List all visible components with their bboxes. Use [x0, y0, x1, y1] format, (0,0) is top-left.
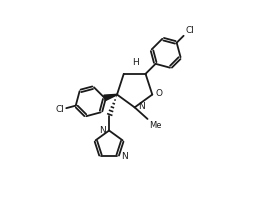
Text: N: N	[138, 102, 145, 111]
Text: N: N	[99, 126, 105, 135]
Text: H: H	[132, 58, 139, 67]
Text: Me: Me	[149, 121, 161, 130]
Text: Cl: Cl	[55, 105, 64, 114]
Text: O: O	[156, 89, 163, 98]
Text: Cl: Cl	[185, 26, 194, 35]
Text: N: N	[121, 152, 128, 161]
Polygon shape	[104, 94, 117, 101]
